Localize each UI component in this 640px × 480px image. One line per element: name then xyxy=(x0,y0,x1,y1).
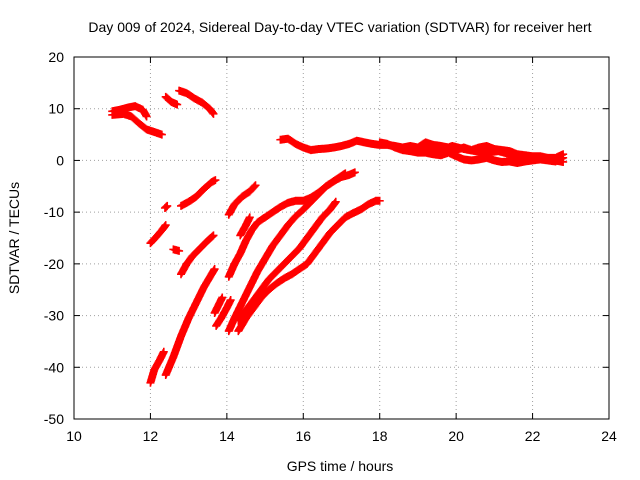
data-point-markers xyxy=(161,265,219,380)
data-point-markers xyxy=(224,168,359,281)
series-track xyxy=(146,221,170,248)
data-point-markers xyxy=(160,201,172,213)
data-point-markers xyxy=(236,213,254,240)
data-point-markers xyxy=(146,221,170,248)
data-point-markers xyxy=(413,141,568,166)
y-tick-label: -20 xyxy=(44,256,64,272)
series-track xyxy=(169,245,184,255)
series-track xyxy=(146,347,168,387)
data-point-markers xyxy=(224,181,260,219)
x-tick-label: 10 xyxy=(66,428,82,444)
x-tick-label: 20 xyxy=(448,428,464,444)
y-tick-label: -40 xyxy=(44,359,64,375)
plot-frame xyxy=(73,56,610,420)
data-point-markers xyxy=(210,293,227,317)
series-track xyxy=(177,231,218,279)
y-axis-label: SDTVAR / TECUs xyxy=(6,182,22,294)
data-point-markers xyxy=(234,196,384,336)
x-tick-label: 22 xyxy=(525,428,541,444)
series-track xyxy=(210,293,227,317)
series-track xyxy=(212,296,235,330)
data-point-markers xyxy=(212,296,235,330)
data-marks xyxy=(108,86,568,387)
series-track xyxy=(161,92,182,109)
x-tick-label: 16 xyxy=(295,428,311,444)
y-tick-label: -50 xyxy=(44,411,64,427)
data-point-markers xyxy=(177,176,220,210)
data-point-markers xyxy=(161,92,182,109)
series-track xyxy=(234,196,384,336)
series-track xyxy=(160,201,172,213)
y-tick-label: 0 xyxy=(56,152,64,168)
series-track xyxy=(175,86,218,118)
x-axis: 10 12 14 16 18 20 22 24 xyxy=(66,57,617,444)
x-tick-label: 12 xyxy=(143,428,159,444)
data-point-markers xyxy=(169,245,184,255)
series-track xyxy=(177,176,220,210)
series-track xyxy=(161,265,219,380)
chart-title: Day 009 of 2024, Sidereal Day-to-day VTE… xyxy=(88,19,591,35)
y-tick-label: -30 xyxy=(44,308,64,324)
series-track xyxy=(413,141,568,166)
data-point-markers xyxy=(175,86,218,118)
series-track xyxy=(234,197,340,325)
x-tick-label: 18 xyxy=(372,428,388,444)
data-point-markers xyxy=(108,109,166,139)
y-axis: 20 10 0 -10 -20 -30 -40 -50 xyxy=(44,49,609,427)
series-track xyxy=(224,168,359,281)
x-tick-label: 24 xyxy=(601,428,617,444)
series-track xyxy=(236,213,254,240)
y-tick-label: -10 xyxy=(44,204,64,220)
data-point-markers xyxy=(234,197,340,325)
y-tick-label: 20 xyxy=(48,49,64,65)
x-axis-label: GPS time / hours xyxy=(287,458,394,474)
series-track xyxy=(108,109,166,139)
data-point-markers xyxy=(177,231,218,279)
x-tick-label: 14 xyxy=(219,428,235,444)
data-point-markers xyxy=(146,347,168,387)
y-tick-label: 10 xyxy=(48,101,64,117)
series-track xyxy=(224,181,260,219)
